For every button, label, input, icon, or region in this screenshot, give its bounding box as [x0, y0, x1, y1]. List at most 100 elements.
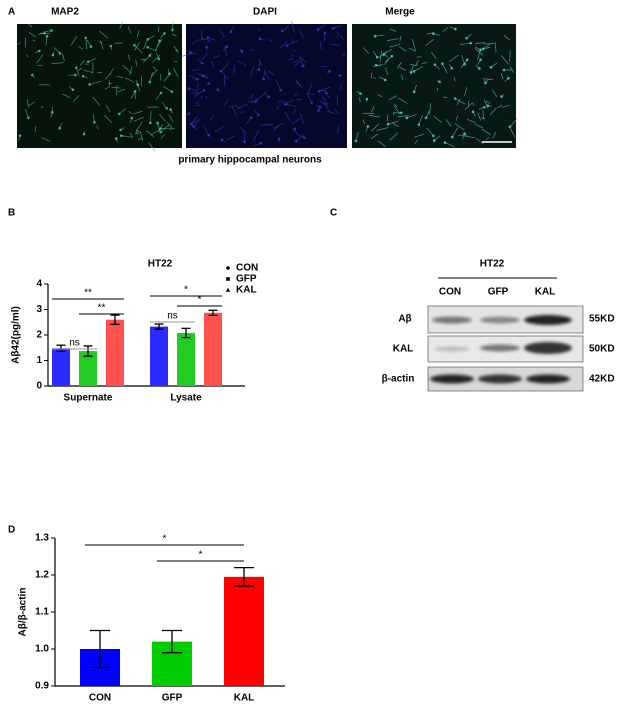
neurite: [464, 135, 476, 139]
neurite: [377, 140, 387, 148]
neurite: [204, 126, 210, 136]
soma: [489, 66, 493, 69]
neurite: [300, 113, 305, 124]
soma: [479, 58, 482, 62]
soma: [109, 44, 113, 48]
neurite: [276, 100, 281, 104]
soma: [450, 66, 454, 70]
neurite: [163, 86, 173, 92]
neurite: [430, 51, 437, 60]
soma: [159, 130, 162, 134]
soma: [165, 106, 169, 110]
neurite: [173, 67, 179, 78]
neurite: [299, 56, 304, 67]
soma: [382, 53, 386, 56]
neurite: [189, 75, 198, 80]
soma: [149, 121, 152, 125]
neurite: [373, 76, 377, 79]
error-bar: [110, 314, 120, 325]
neurite: [143, 55, 151, 63]
soma: [262, 77, 265, 81]
neurite: [425, 39, 434, 46]
neurite: [168, 114, 174, 122]
soma: [187, 112, 191, 115]
neurite: [336, 95, 339, 106]
soma: [373, 34, 377, 38]
bar: [106, 319, 124, 386]
soma: [412, 90, 416, 94]
neurite: [497, 104, 503, 109]
soma: [187, 87, 191, 90]
neurite: [135, 132, 140, 135]
neurite: [231, 105, 237, 117]
soma: [258, 37, 262, 41]
soma: [323, 31, 327, 35]
neurite: [464, 87, 468, 96]
soma: [465, 36, 468, 40]
soma: [27, 116, 30, 120]
neurite: [149, 111, 152, 123]
y-tick-label: 0: [36, 381, 42, 392]
neurite: [36, 54, 44, 64]
neurite: [122, 64, 132, 74]
soma: [254, 99, 258, 102]
neurite: [387, 120, 399, 125]
lane-label: KAL: [535, 287, 556, 298]
neurite: [201, 38, 210, 41]
neurite: [150, 129, 159, 136]
blot-title: HT22: [480, 259, 505, 270]
neurite: [135, 130, 139, 135]
error-bar: [181, 327, 191, 339]
significance-label: **: [84, 288, 92, 299]
neurite: [233, 65, 236, 75]
neurite: [436, 87, 439, 92]
neurite: [191, 38, 203, 44]
neurite: [456, 98, 461, 106]
neurite: [475, 138, 483, 144]
neurite: [118, 108, 126, 115]
neurite: [228, 106, 232, 108]
neurite: [136, 29, 140, 38]
neurite: [175, 49, 179, 54]
neurite: [166, 122, 173, 128]
soma: [156, 121, 159, 125]
neurite: [34, 126, 37, 132]
neurite: [464, 102, 473, 110]
soma: [148, 80, 152, 84]
legend-label: GFP: [236, 274, 257, 285]
legend-marker: [225, 287, 231, 292]
neurite: [401, 74, 404, 80]
neurite: [306, 92, 315, 96]
image-label: DAPI: [253, 7, 277, 18]
soma: [465, 58, 469, 62]
significance-label: *: [184, 285, 188, 296]
neurite: [410, 64, 414, 73]
soma: [51, 53, 55, 57]
neurite: [414, 139, 419, 144]
neurite: [180, 53, 193, 57]
neurite: [195, 101, 200, 104]
soma: [390, 54, 394, 58]
micrograph: [186, 24, 347, 148]
significance-label: ns: [167, 311, 178, 322]
soma: [463, 132, 466, 135]
soma: [454, 27, 457, 31]
neurite: [334, 108, 339, 114]
neurite: [134, 91, 136, 100]
neurite: [197, 73, 209, 78]
neurite: [337, 125, 340, 134]
significance-label: *: [163, 534, 167, 545]
neurite: [191, 115, 198, 124]
neurite: [260, 123, 270, 126]
y-tick-label: 1.2: [35, 570, 49, 581]
soma: [478, 67, 481, 70]
neurite: [392, 122, 399, 128]
neurite: [83, 69, 94, 73]
neurite: [396, 61, 402, 69]
neurite: [485, 137, 490, 140]
neurite: [171, 33, 177, 37]
neurite: [128, 54, 131, 61]
neurite: [453, 77, 456, 82]
neurite: [238, 103, 248, 108]
neurite: [28, 23, 33, 28]
